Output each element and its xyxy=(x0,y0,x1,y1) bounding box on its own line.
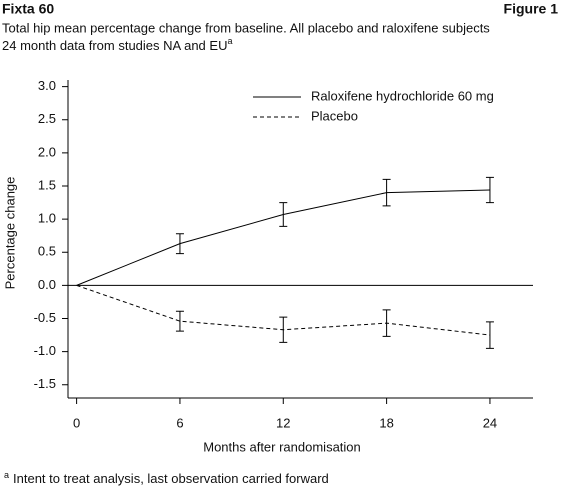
y-tick-label: -1.5 xyxy=(34,376,56,391)
footnote: a Intent to treat analysis, last observat… xyxy=(4,470,329,486)
subtitle: Total hip mean percentage change from ba… xyxy=(2,20,490,35)
y-tick-label: 3.0 xyxy=(38,78,56,93)
y-tick-label: -1.0 xyxy=(34,343,56,358)
y-tick-label: 0.5 xyxy=(38,244,56,259)
x-axis-label: Months after randomisation xyxy=(203,439,361,454)
x-tick-label: 24 xyxy=(483,415,497,430)
subtitle: 24 month data from studies NA and EUa xyxy=(2,36,232,53)
y-tick-label: 1.5 xyxy=(38,177,56,192)
y-tick-label: 2.5 xyxy=(38,111,56,126)
y-tick-label: -0.5 xyxy=(34,310,56,325)
x-tick-label: 18 xyxy=(379,415,393,430)
subtitle-marker: a xyxy=(227,36,232,46)
footnote-text: Intent to treat analysis, last observati… xyxy=(13,471,329,486)
x-tick-label: 0 xyxy=(73,415,80,430)
error-bar xyxy=(485,321,494,349)
y-tick-label: 2.0 xyxy=(38,144,56,159)
chart-title: Fixta 60 xyxy=(2,1,54,17)
figure-label: Figure 1 xyxy=(504,1,559,17)
error-bar xyxy=(382,309,391,337)
y-tick-label: 1.0 xyxy=(38,211,56,226)
y-axis-label: Percentage change xyxy=(2,177,17,290)
legend-label: Placebo xyxy=(311,108,358,123)
subtitle-text: 24 month data from studies NA and EU xyxy=(2,38,227,53)
y-tick-label: 0.0 xyxy=(38,277,56,292)
error-bar xyxy=(382,178,391,207)
x-tick-label: 12 xyxy=(276,415,290,430)
footnote-marker: a xyxy=(4,470,9,480)
legend-label: Raloxifene hydrochloride 60 mg xyxy=(311,88,494,103)
error-bar xyxy=(485,176,494,204)
error-bar xyxy=(279,202,288,227)
error-bar xyxy=(175,310,184,332)
x-tick-label: 6 xyxy=(176,415,183,430)
error-bar xyxy=(175,233,184,255)
error-bar xyxy=(279,316,288,343)
